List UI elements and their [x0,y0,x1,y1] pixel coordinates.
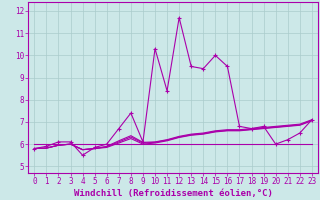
X-axis label: Windchill (Refroidissement éolien,°C): Windchill (Refroidissement éolien,°C) [74,189,273,198]
